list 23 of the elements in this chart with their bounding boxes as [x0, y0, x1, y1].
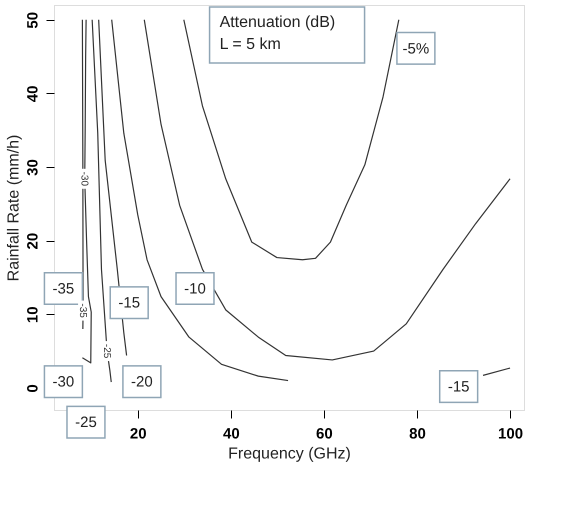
text: -25	[75, 414, 97, 432]
y-tick-label: 0	[24, 384, 42, 393]
annotation: -15	[448, 378, 470, 396]
y-tick-label: 50	[24, 12, 42, 29]
y-tick-label: 30	[24, 159, 42, 176]
x-tick-label: 100	[498, 426, 524, 442]
line-series	[92, 19, 112, 383]
annotation: -20	[131, 374, 153, 391]
x-tick-label: 80	[409, 426, 426, 442]
annotation: -35	[52, 280, 74, 298]
y-tick-label: 20	[24, 232, 42, 250]
y-tick-label: 10	[24, 306, 42, 324]
x-tick-label: 20	[130, 426, 147, 442]
x-tick-label: 60	[316, 426, 333, 442]
annotation: -5%	[402, 40, 430, 58]
annotation: -30	[52, 374, 74, 391]
y-axis-title: Rainfall Rate (mm/h)	[6, 134, 22, 282]
y-tick-label: 40	[24, 86, 42, 102]
x-axis-title: Frequency (GHz)	[228, 446, 351, 462]
x-tick-label: 40	[222, 426, 240, 442]
annotation: -15	[118, 294, 140, 312]
annotation: -10	[184, 280, 206, 298]
annotation: Attenuation (dB) L = 5 km	[220, 14, 336, 54]
